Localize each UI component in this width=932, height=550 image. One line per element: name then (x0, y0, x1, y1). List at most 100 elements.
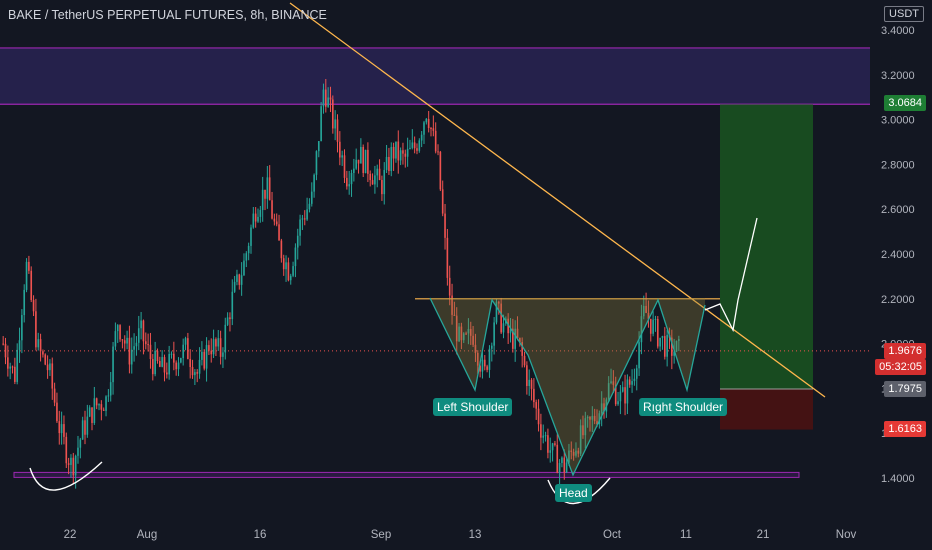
candle-body (610, 381, 612, 384)
x-tick-label: 11 (680, 529, 692, 541)
candle-body (102, 409, 105, 411)
candle-body (9, 366, 12, 369)
candle-body (70, 457, 72, 465)
candle-body (490, 345, 493, 349)
candle-body (654, 319, 657, 321)
candle-body (360, 146, 362, 164)
candle-body (649, 318, 652, 334)
candle-body (189, 358, 192, 368)
candle-body (640, 316, 643, 343)
candle-body (126, 337, 128, 344)
candle-body (659, 337, 661, 347)
candle-body (652, 319, 654, 334)
candle-body (79, 439, 82, 448)
candle-body (540, 424, 542, 438)
candle-body (479, 365, 481, 372)
candle-body (93, 398, 96, 423)
candle-body (526, 365, 528, 386)
candle-body (299, 219, 301, 236)
candle-body (303, 218, 306, 220)
candle-body (292, 266, 294, 276)
candle-body (446, 237, 449, 278)
candle-body (598, 413, 601, 425)
candle-body (626, 379, 629, 404)
x-tick-label: Oct (603, 529, 622, 541)
candle-body (308, 203, 311, 210)
candle-body (322, 89, 325, 107)
candle-body (271, 200, 273, 219)
candle-body (88, 407, 91, 417)
candle-body (161, 357, 163, 367)
candle-body (488, 348, 491, 370)
candle-body (586, 416, 589, 419)
candle-body (236, 274, 238, 282)
y-tick-label: 3.4000 (881, 25, 915, 37)
candle-body (575, 450, 577, 456)
candle-body (467, 328, 470, 334)
candle-body (621, 387, 624, 392)
candle-body (306, 209, 308, 220)
candle-body (168, 353, 170, 375)
candle-body (388, 156, 390, 171)
candle-body (16, 349, 19, 382)
candle-body (51, 363, 54, 389)
countdown-label: 05:32:05 (875, 359, 926, 375)
candle-body (133, 346, 135, 350)
candle-body (222, 352, 224, 357)
candle-body (301, 218, 304, 220)
candle-body (208, 345, 210, 351)
candle-body (635, 368, 638, 379)
candle-body (7, 357, 9, 369)
candle-body (243, 260, 245, 276)
candle-body (678, 339, 680, 341)
candle-body (593, 415, 596, 422)
candle-body (420, 134, 423, 141)
candle-body (533, 388, 535, 403)
candle-body (81, 420, 84, 440)
candle-body (430, 128, 432, 130)
candle-body (201, 351, 203, 360)
candle-body (49, 363, 51, 371)
head-label: Head (555, 484, 592, 502)
candle-body (392, 146, 395, 159)
candle-body (673, 351, 675, 356)
candle-body (425, 118, 428, 123)
candle-body (91, 407, 93, 423)
candle-body (612, 381, 615, 385)
support-arc-head (547, 477, 611, 505)
candle-body (357, 159, 360, 164)
candle-body (614, 384, 617, 405)
candle-body (196, 372, 199, 374)
candle-body (198, 359, 201, 374)
candle-body (231, 291, 234, 320)
candle-body (460, 326, 463, 341)
candle-body (528, 379, 531, 386)
candle-body (112, 346, 114, 383)
candle-body (385, 156, 388, 170)
candle-body (114, 331, 117, 347)
candle-body (542, 435, 545, 438)
candle-body (42, 351, 44, 355)
candle-body (194, 372, 196, 376)
currency-unit[interactable]: USDT (884, 6, 924, 22)
candle-body (350, 172, 353, 185)
resistance-zone (0, 47, 870, 105)
candle-body (663, 336, 666, 357)
candle-body (191, 367, 194, 376)
candle-body (535, 402, 538, 409)
candle-body (624, 387, 626, 404)
zones-layer (0, 47, 870, 478)
candle-body (453, 314, 456, 316)
candle-body (147, 344, 149, 346)
y-tick-label: 3.0000 (881, 115, 915, 127)
candle-body (642, 305, 645, 317)
candle-body (395, 141, 397, 159)
candle-body (521, 342, 524, 356)
candle-body (177, 362, 180, 370)
candle-body (416, 148, 418, 151)
candle-body (315, 151, 318, 175)
candle-body (135, 342, 138, 347)
candle-body (579, 425, 582, 454)
candle-body (596, 421, 598, 425)
